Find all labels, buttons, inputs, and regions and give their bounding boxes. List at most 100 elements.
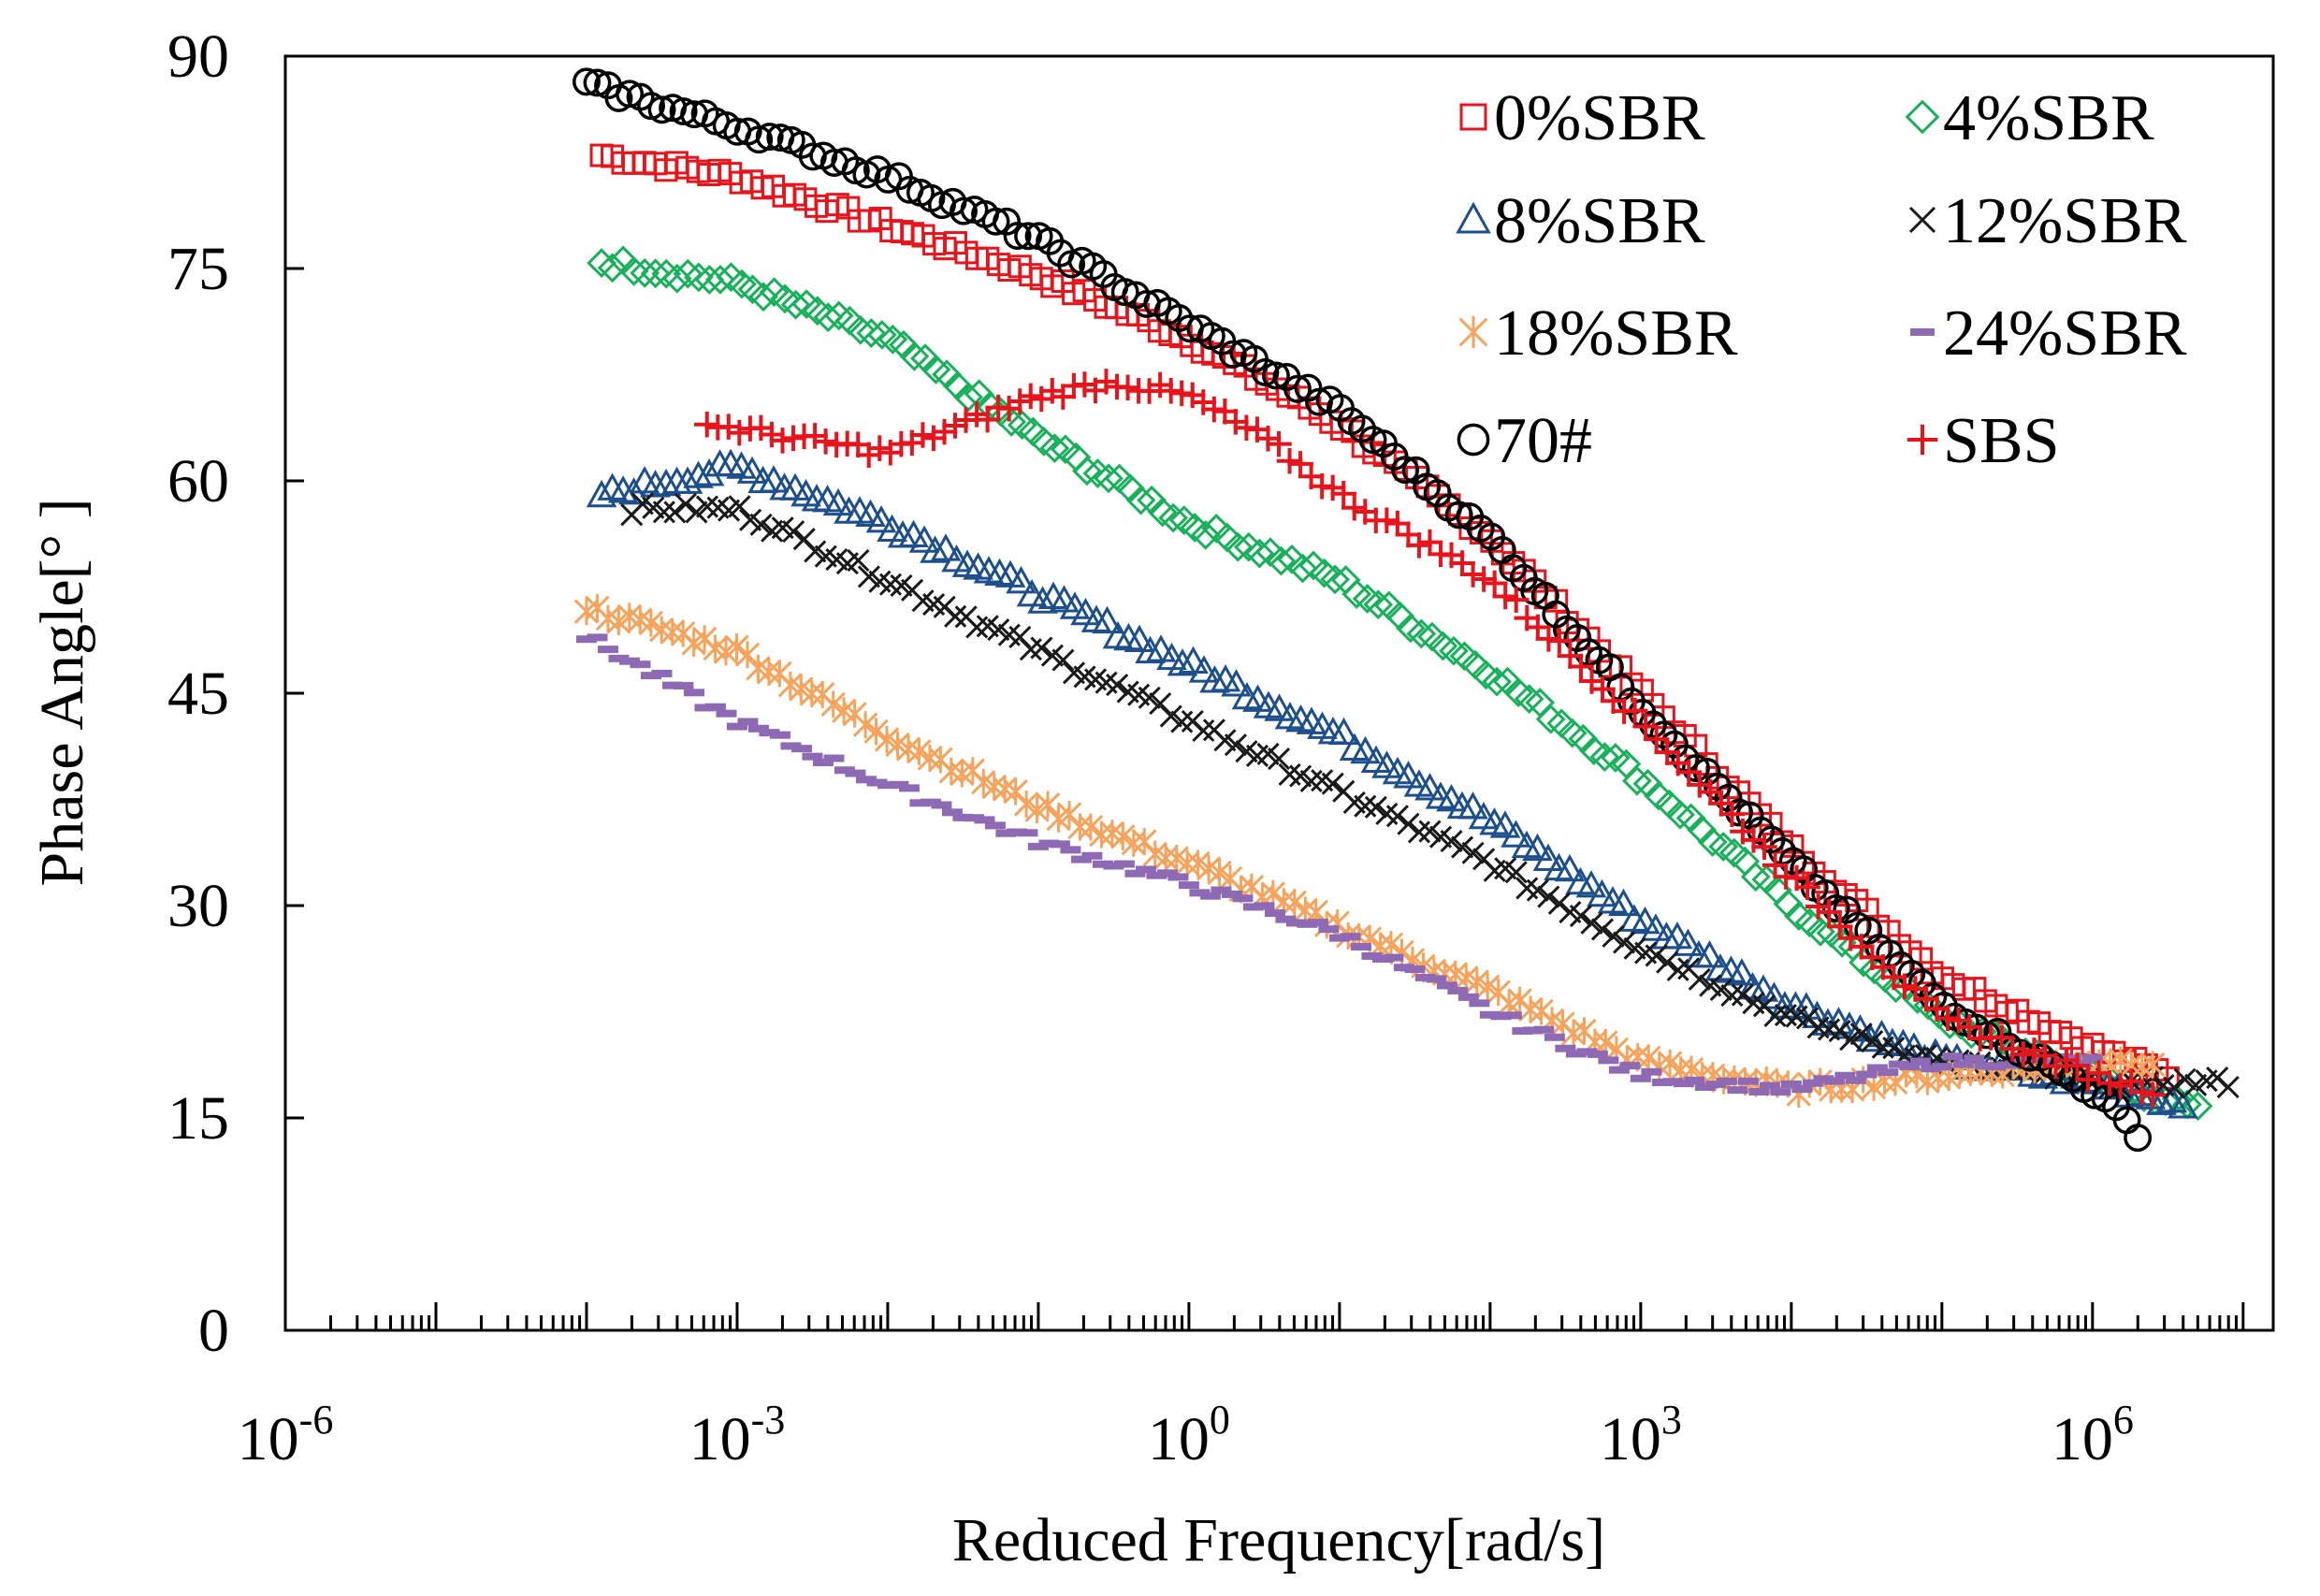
data-point bbox=[1049, 840, 1070, 849]
series-0%SBR bbox=[589, 143, 2180, 1090]
data-point bbox=[1673, 1080, 1694, 1088]
legend-item: 12%SBR bbox=[1908, 185, 2187, 257]
data-point bbox=[981, 207, 1010, 236]
data-point bbox=[2064, 1052, 2091, 1079]
data-point bbox=[1827, 913, 1853, 940]
data-point bbox=[1341, 495, 1368, 521]
legend: 0%SBR 4%SBR 8%SBR 12%SBR 18%SBR 24%SBR 70# SBS bbox=[1456, 82, 2187, 477]
data-point bbox=[1440, 830, 1463, 853]
data-point bbox=[640, 258, 671, 289]
data-point bbox=[1763, 1004, 1787, 1028]
data-point bbox=[647, 95, 676, 124]
data-point bbox=[1299, 769, 1323, 793]
series-18%SBR bbox=[573, 594, 2166, 1109]
data-point bbox=[651, 669, 673, 677]
data-point bbox=[2173, 1067, 2197, 1091]
data-point bbox=[834, 766, 855, 775]
data-point bbox=[1414, 973, 1436, 981]
data-point bbox=[1416, 529, 1443, 556]
data-point bbox=[1995, 1061, 2017, 1069]
data-point bbox=[669, 97, 698, 125]
data-point bbox=[683, 460, 714, 488]
legend-marker bbox=[1457, 423, 1490, 457]
x-tick-exp: 6 bbox=[2113, 1397, 2134, 1443]
data-point bbox=[1535, 704, 1566, 734]
x-tick-exp: -3 bbox=[751, 1397, 786, 1443]
data-point bbox=[1223, 531, 1254, 562]
data-point bbox=[1849, 1023, 1873, 1046]
data-point bbox=[1688, 967, 1711, 991]
data-point bbox=[1675, 759, 1703, 786]
y-tick-label: 45 bbox=[167, 660, 229, 728]
data-point bbox=[1813, 1075, 1834, 1083]
legend-item: 24%SBR bbox=[1910, 297, 2187, 370]
data-point bbox=[1407, 820, 1431, 844]
data-point bbox=[1328, 934, 1350, 942]
data-point bbox=[974, 816, 995, 824]
data-point bbox=[812, 428, 839, 455]
data-point bbox=[1694, 1082, 1716, 1091]
data-point bbox=[1178, 881, 1199, 890]
data-point bbox=[1444, 501, 1473, 530]
data-point bbox=[1589, 675, 1616, 703]
data-point bbox=[1805, 893, 1832, 920]
data-point bbox=[1547, 892, 1571, 915]
data-point bbox=[863, 718, 889, 746]
legend-label: 70# bbox=[1494, 405, 1592, 477]
x-tick-base: 10 bbox=[238, 1405, 299, 1473]
data-point bbox=[1931, 1063, 1952, 1071]
data-point bbox=[2146, 1087, 2177, 1115]
x-tick-base: 10 bbox=[689, 1405, 751, 1473]
legend-label: 24%SBR bbox=[1943, 297, 2187, 370]
data-point bbox=[1018, 383, 1044, 410]
data-point bbox=[1006, 828, 1027, 836]
data-point bbox=[1791, 1085, 1813, 1094]
data-point bbox=[1956, 1013, 1982, 1040]
data-point bbox=[1471, 566, 1497, 592]
x-minor-ticks bbox=[283, 1302, 2245, 1330]
data-point bbox=[822, 487, 854, 516]
data-point bbox=[1718, 837, 1749, 868]
data-point bbox=[1436, 981, 1457, 990]
data-point bbox=[1999, 1036, 2026, 1062]
data-point bbox=[2053, 1047, 2080, 1074]
data-point bbox=[1320, 564, 1350, 595]
data-point bbox=[683, 689, 704, 697]
data-point bbox=[736, 456, 768, 484]
data-point bbox=[1027, 586, 1058, 614]
data-point bbox=[1580, 911, 1603, 935]
data-point bbox=[964, 401, 990, 428]
data-point bbox=[1050, 384, 1077, 410]
data-point bbox=[1662, 1078, 1684, 1086]
data-point bbox=[1751, 834, 1777, 861]
data-point bbox=[1113, 860, 1135, 868]
data-point bbox=[1297, 920, 1318, 928]
data-point bbox=[2042, 1052, 2069, 1080]
data-point bbox=[1718, 801, 1746, 827]
data-point bbox=[790, 745, 812, 753]
data-point bbox=[877, 781, 898, 790]
y-tick-labels: 0 15 30 45 60 75 90 bbox=[167, 22, 229, 1365]
data-point bbox=[1051, 648, 1075, 672]
data-point bbox=[898, 784, 920, 792]
data-point bbox=[1397, 812, 1420, 835]
data-point bbox=[575, 635, 597, 644]
data-point bbox=[1490, 1012, 1512, 1021]
data-point bbox=[1007, 388, 1033, 414]
data-point bbox=[1727, 1086, 1748, 1095]
data-point bbox=[1856, 1070, 1878, 1079]
data-point bbox=[963, 814, 984, 822]
data-point bbox=[1794, 874, 1820, 901]
data-point bbox=[1546, 628, 1573, 654]
data-point bbox=[1321, 772, 1344, 795]
series-70# bbox=[573, 67, 2153, 1153]
legend-marker bbox=[1456, 201, 1491, 234]
data-point bbox=[1170, 710, 1194, 733]
data-point bbox=[987, 618, 1010, 642]
data-point bbox=[1759, 1081, 1780, 1090]
data-point bbox=[1619, 1062, 1641, 1070]
data-point bbox=[2118, 1068, 2144, 1095]
data-point bbox=[1759, 981, 1790, 1009]
data-point bbox=[1211, 886, 1232, 894]
